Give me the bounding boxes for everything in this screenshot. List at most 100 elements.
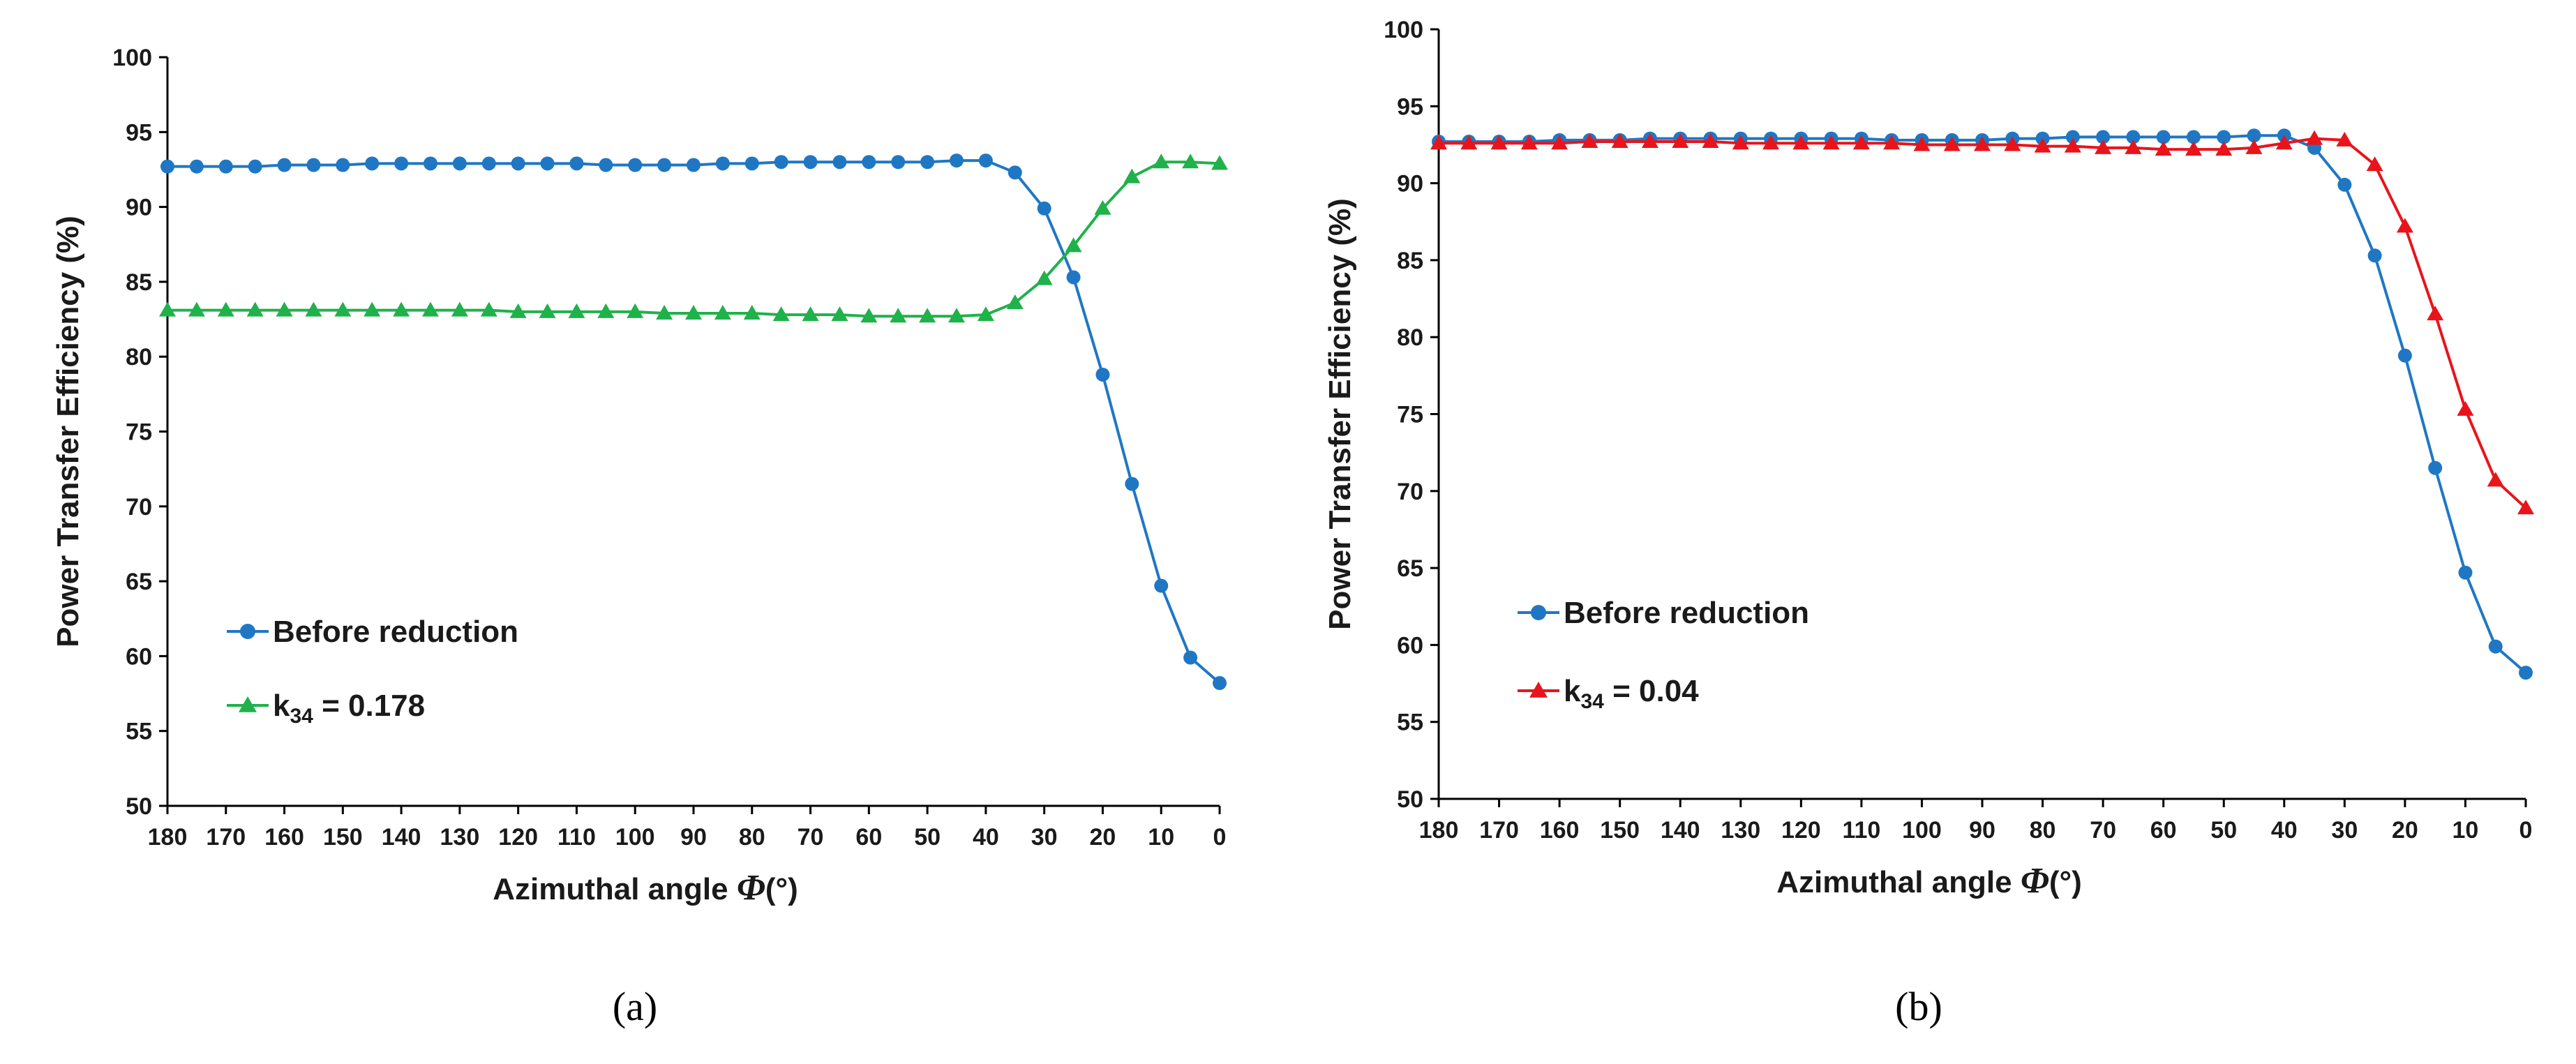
data-point-before xyxy=(365,156,380,171)
data-point-k34 xyxy=(2125,139,2142,154)
legend-label: Before reduction xyxy=(1564,596,1809,630)
data-point-before xyxy=(2126,130,2141,144)
data-point-k34 xyxy=(422,301,439,317)
x-axis-label-unit: (°) xyxy=(2049,865,2082,899)
y-axis-label: Power Transfer Efficiency (%) xyxy=(1323,198,1357,630)
data-point-before xyxy=(248,159,262,174)
data-point-k34 xyxy=(1430,135,1447,150)
data-point-k34 xyxy=(714,304,731,320)
series-line-before xyxy=(167,159,1221,684)
data-point-k34 xyxy=(1211,155,1228,170)
data-point-k34 xyxy=(2155,141,2172,156)
y-tick-label: 70 xyxy=(126,494,152,520)
y-tick-label: 85 xyxy=(126,269,152,296)
data-point-before xyxy=(1066,270,1081,285)
data-point-k34 xyxy=(802,306,819,322)
data-point-before xyxy=(2428,460,2443,475)
data-point-k34 xyxy=(2064,137,2081,153)
data-point-k34 xyxy=(480,301,497,317)
data-point-before xyxy=(569,156,584,171)
data-point-k34 xyxy=(2396,218,2413,233)
y-tick-label: 55 xyxy=(1397,710,1423,736)
legend-item-k34: k34 = 0.178 xyxy=(227,689,425,728)
data-point-k34 xyxy=(685,304,702,320)
legend-marker xyxy=(1529,682,1548,698)
data-point-before xyxy=(2156,130,2171,144)
legend-label-main: Before reduction xyxy=(273,615,518,649)
x-tick-label: 120 xyxy=(1781,817,1821,844)
data-point-k34 xyxy=(1852,135,1870,150)
series-line-k34 xyxy=(167,160,1220,318)
data-point-k34 xyxy=(627,303,644,318)
y-tick-label: 95 xyxy=(126,119,152,146)
data-point-k34 xyxy=(743,304,761,320)
data-point-k34 xyxy=(159,301,176,317)
x-tick-label: 90 xyxy=(1969,817,1995,844)
x-tick-label: 10 xyxy=(2453,817,2479,844)
data-point-k34 xyxy=(2427,306,2444,321)
x-axis-label-text: Azimuthal angle xyxy=(1776,865,2021,899)
y-tick-label: 65 xyxy=(1397,555,1423,582)
legend-marker xyxy=(240,624,255,639)
data-point-before xyxy=(1125,477,1139,491)
data-point-before xyxy=(424,156,437,171)
x-tick-label: 80 xyxy=(739,824,765,851)
x-tick-label: 150 xyxy=(323,824,363,851)
data-point-k34 xyxy=(1551,135,1568,150)
x-axis-label: Azimuthal angle Φ(°) xyxy=(1776,861,2082,901)
legend-label-subscript: 34 xyxy=(290,705,313,728)
data-point-before xyxy=(950,153,964,168)
data-point-k34 xyxy=(1153,153,1170,169)
data-point-k34 xyxy=(1123,168,1141,183)
data-point-k34 xyxy=(2004,136,2021,151)
data-point-k34 xyxy=(597,303,615,318)
legend-label-value: = 0.04 xyxy=(1604,674,1699,708)
x-tick-label: 160 xyxy=(264,824,304,851)
data-point-k34 xyxy=(772,306,790,322)
data-point-k34 xyxy=(2517,500,2534,515)
data-point-k34 xyxy=(2487,472,2504,487)
data-point-before xyxy=(218,159,233,174)
data-point-before xyxy=(452,156,467,171)
data-point-k34 xyxy=(1035,270,1053,285)
data-point-k34 xyxy=(276,301,293,317)
legend-label: k34 = 0.04 xyxy=(1564,674,1699,713)
y-tick-label: 100 xyxy=(1384,17,1423,43)
y-tick-label: 60 xyxy=(1397,632,1423,659)
data-point-before xyxy=(628,158,643,172)
data-point-k34 xyxy=(2215,141,2233,156)
legend-label: Before reduction xyxy=(273,615,518,649)
x-tick-label: 40 xyxy=(2271,817,2298,844)
series-line-k34 xyxy=(1439,137,2527,509)
data-point-k34 xyxy=(1702,133,1719,149)
y-tick-label: 70 xyxy=(1397,479,1423,505)
x-tick-label: 110 xyxy=(557,824,596,851)
data-point-before xyxy=(511,156,525,171)
data-point-before xyxy=(978,153,993,168)
x-tick-label: 60 xyxy=(2150,817,2177,844)
data-point-before xyxy=(2519,666,2533,680)
data-point-before xyxy=(891,155,906,170)
y-tick-label: 85 xyxy=(1397,248,1423,274)
data-point-k34 xyxy=(1672,133,1689,149)
y-tick-label: 75 xyxy=(126,419,152,446)
data-point-k34 xyxy=(2457,400,2474,416)
legend-label-main: k xyxy=(273,689,290,723)
y-tick-label: 55 xyxy=(126,719,152,745)
x-tick-label: 180 xyxy=(148,824,188,851)
data-point-k34 xyxy=(1822,135,1840,150)
data-point-before xyxy=(2397,348,2412,363)
data-point-before xyxy=(1154,578,1169,593)
x-tick-label: 70 xyxy=(797,824,824,851)
x-tick-label: 0 xyxy=(1213,824,1227,851)
data-point-before xyxy=(1183,650,1198,665)
data-point-k34 xyxy=(246,301,264,317)
data-point-before xyxy=(1008,165,1022,180)
x-tick-label: 140 xyxy=(382,824,421,851)
data-point-before xyxy=(1095,367,1110,382)
x-tick-label: 180 xyxy=(1419,817,1459,844)
data-point-before xyxy=(920,155,935,170)
y-tick-label: 50 xyxy=(1397,786,1423,813)
data-point-k34 xyxy=(1762,135,1780,150)
